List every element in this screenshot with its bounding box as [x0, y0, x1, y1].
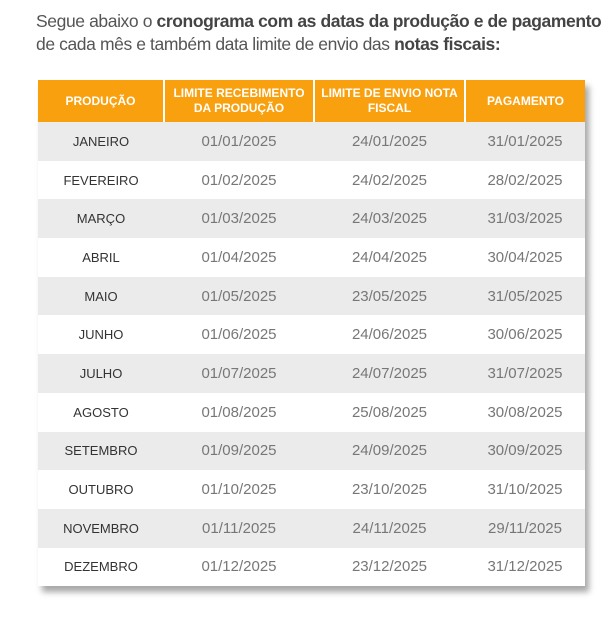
- table-row: JANEIRO 01/01/2025 24/01/2025 31/01/2025: [38, 122, 585, 161]
- cell-limite-recebimento: 01/02/2025: [164, 160, 314, 200]
- cell-pagamento: 31/07/2025: [465, 354, 585, 393]
- cell-limite-envio: 23/12/2025: [314, 547, 465, 587]
- cell-limite-envio: 24/04/2025: [314, 238, 465, 277]
- cell-pagamento: 30/08/2025: [465, 392, 585, 432]
- cell-limite-envio: 24/01/2025: [314, 122, 465, 161]
- cell-month: JUNHO: [38, 315, 164, 355]
- cell-limite-envio: 24/11/2025: [314, 508, 465, 548]
- table-row: NOVEMBRO 01/11/2025 24/11/2025 29/11/2025: [38, 508, 585, 548]
- cell-limite-recebimento: 01/10/2025: [164, 470, 314, 509]
- header-producao: PRODUÇÃO: [38, 80, 165, 122]
- cell-limite-recebimento: 01/09/2025: [164, 431, 314, 471]
- intro-bold: cronograma com as datas da produção e de…: [156, 11, 602, 31]
- header-pagamento: PAGAMENTO: [465, 80, 585, 122]
- table-row: DEZEMBRO 01/12/2025 23/12/2025 31/12/2025: [38, 547, 585, 587]
- cell-month: ABRIL: [38, 238, 164, 277]
- intro-text: Segue abaixo o cronograma com as datas d…: [36, 10, 606, 56]
- cell-limite-envio: 24/09/2025: [314, 431, 465, 471]
- cell-limite-envio: 24/07/2025: [314, 354, 465, 393]
- intro-part: de cada mês e também data limite de envi…: [36, 34, 395, 54]
- cell-limite-recebimento: 01/01/2025: [164, 122, 314, 161]
- cell-month: FEVEREIRO: [38, 160, 164, 200]
- table-row: MAIO 01/05/2025 23/05/2025 31/05/2025: [38, 276, 585, 316]
- table-row: ABRIL 01/04/2025 24/04/2025 30/04/2025: [38, 238, 585, 277]
- table-row: AGOSTO 01/08/2025 25/08/2025 30/08/2025: [38, 392, 585, 432]
- table-row: FEVEREIRO 01/02/2025 24/02/2025 28/02/2025: [38, 160, 585, 200]
- cell-limite-envio: 24/06/2025: [314, 315, 465, 355]
- table-row: OUTUBRO 01/10/2025 23/10/2025 31/10/2025: [38, 470, 585, 509]
- cell-limite-recebimento: 01/03/2025: [164, 199, 314, 239]
- cell-month: DEZEMBRO: [38, 547, 164, 587]
- cell-month: OUTUBRO: [38, 470, 164, 509]
- cell-month: AGOSTO: [38, 392, 164, 432]
- table-row: JULHO 01/07/2025 24/07/2025 31/07/2025: [38, 354, 585, 393]
- header-limite-recebimento: LIMITE RECEBIMENTO DA PRODUÇÃO: [164, 80, 315, 122]
- cell-limite-recebimento: 01/07/2025: [164, 354, 314, 393]
- header-limite-envio: LIMITE DE ENVIO NOTA FISCAL: [314, 80, 466, 122]
- table-row: JUNHO 01/06/2025 24/06/2025 30/06/2025: [38, 315, 585, 355]
- cell-limite-recebimento: 01/05/2025: [164, 276, 314, 316]
- schedule-table: PRODUÇÃO LIMITE RECEBIMENTO DA PRODUÇÃO …: [38, 80, 585, 587]
- cell-limite-recebimento: 01/08/2025: [164, 392, 314, 432]
- cell-pagamento: 31/01/2025: [465, 122, 585, 161]
- cell-limite-recebimento: 01/12/2025: [164, 547, 314, 587]
- cell-limite-recebimento: 01/06/2025: [164, 315, 314, 355]
- cell-pagamento: 28/02/2025: [465, 160, 585, 200]
- cell-limite-envio: 24/02/2025: [314, 160, 465, 200]
- cell-limite-envio: 25/08/2025: [314, 392, 465, 432]
- cell-pagamento: 31/10/2025: [465, 470, 585, 509]
- cell-limite-envio: 23/05/2025: [314, 276, 465, 316]
- header-row: PRODUÇÃO LIMITE RECEBIMENTO DA PRODUÇÃO …: [38, 80, 585, 122]
- cell-limite-recebimento: 01/04/2025: [164, 238, 314, 277]
- table-row: SETEMBRO 01/09/2025 24/09/2025 30/09/2025: [38, 431, 585, 471]
- cell-pagamento: 30/06/2025: [465, 315, 585, 355]
- cell-month: NOVEMBRO: [38, 508, 164, 548]
- cell-limite-envio: 23/10/2025: [314, 470, 465, 509]
- cell-month: SETEMBRO: [38, 431, 164, 471]
- cell-limite-recebimento: 01/11/2025: [164, 508, 314, 548]
- cell-limite-envio: 24/03/2025: [314, 199, 465, 239]
- cell-pagamento: 30/09/2025: [465, 431, 585, 471]
- cell-pagamento: 29/11/2025: [465, 508, 585, 548]
- table-row: MARÇO 01/03/2025 24/03/2025 31/03/2025: [38, 199, 585, 239]
- cell-month: JULHO: [38, 354, 164, 393]
- cell-pagamento: 31/03/2025: [465, 199, 585, 239]
- cell-pagamento: 30/04/2025: [465, 238, 585, 277]
- cell-month: MAIO: [38, 276, 164, 316]
- cell-month: MARÇO: [38, 199, 164, 239]
- intro-bold: notas fiscais:: [394, 34, 501, 54]
- cell-pagamento: 31/05/2025: [465, 276, 585, 316]
- intro-part: Segue abaixo o: [36, 11, 157, 31]
- cell-pagamento: 31/12/2025: [465, 547, 585, 587]
- cell-month: JANEIRO: [38, 122, 164, 161]
